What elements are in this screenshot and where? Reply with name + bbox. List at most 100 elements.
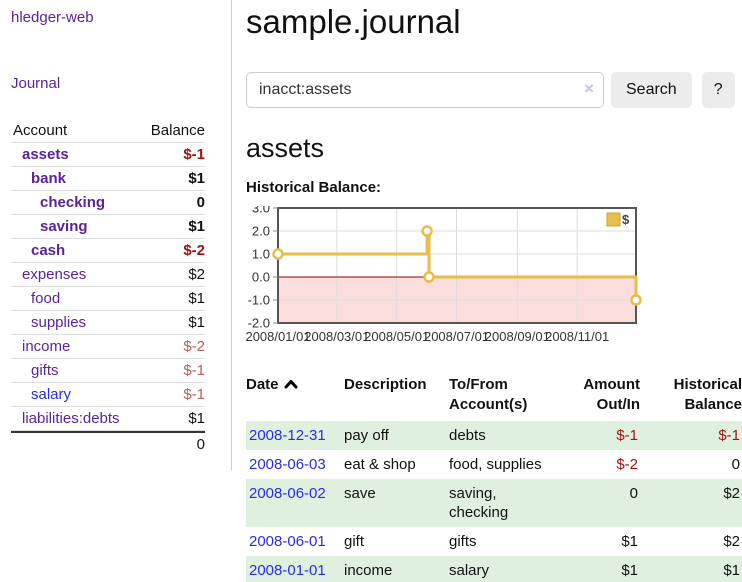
svg-text:2.0: 2.0 [252,224,270,239]
nav-journal-link[interactable]: Journal [11,75,61,92]
column-header-amount: Amount Out/In [583,376,640,413]
account-row: expenses $2 [11,263,205,287]
page-title: sample.journal [246,3,461,40]
transaction-accounts: saving, checking [449,485,509,521]
accounts-total-row: 0 [11,431,205,456]
account-balance: $-1 [183,146,205,163]
transaction-amount: $-2 [616,456,638,473]
account-link[interactable]: bank [31,170,67,187]
sidebar: hledger-web Journal Account Balance asse… [0,0,232,470]
account-row: liabilities:debts $1 [11,407,205,431]
account-balance: $1 [188,314,205,331]
column-header-balance: Historical Balance [673,376,742,413]
brand-link[interactable]: hledger-web [11,9,94,26]
account-row: cash $-2 [11,239,205,263]
transaction-description: pay off [344,427,389,444]
svg-text:2008/05/01: 2008/05/01 [364,329,429,344]
account-balance: $1 [188,290,205,307]
transaction-description: eat & shop [344,456,416,473]
transaction-balance: $1 [723,562,740,579]
svg-text:-1.0: -1.0 [248,293,270,308]
account-balance: $-1 [183,386,205,403]
register-table: Date Description To/From Account(s) Amoun… [246,373,742,582]
transaction-accounts: food, supplies [449,456,542,473]
search-input[interactable] [246,72,604,108]
account-link[interactable]: gifts [31,362,59,379]
accounts-table-header: Account Balance [11,119,205,143]
transaction-amount: $-1 [616,427,638,444]
account-row: food $1 [11,287,205,311]
account-link[interactable]: food [31,290,61,307]
transaction-row: 2008-06-02 save saving, checking 0 $2 [246,479,742,527]
account-link[interactable]: salary [31,386,72,403]
account-balance: $2 [188,266,205,283]
transaction-accounts: debts [449,427,486,444]
transaction-amount: $1 [621,533,638,550]
accounts-table: Account Balance assets $-1 bank $1 check… [11,119,205,456]
sidebar-nav: Journal [11,75,204,93]
svg-text:2008/11/01: 2008/11/01 [545,329,609,344]
account-link[interactable]: assets [22,146,69,163]
transaction-date-link[interactable]: 2008-06-01 [249,533,326,550]
transaction-row: 2008-06-03 eat & shop food, supplies $-2… [246,450,742,479]
accounts-header-account: Account [13,122,68,139]
account-row: saving $1 [11,215,205,239]
svg-text:-2.0: -2.0 [248,316,270,331]
transaction-date-link[interactable]: 2008-06-03 [249,456,326,473]
account-balance: $-2 [183,242,205,259]
accounts-header-balance: Balance [150,122,205,139]
transaction-balance: $2 [723,533,740,550]
transaction-balance: $-1 [718,427,740,444]
account-row: salary $-1 [11,383,205,407]
svg-text:$: $ [622,212,630,227]
account-link[interactable]: checking [40,194,106,211]
accounts-total-value: 0 [196,436,205,453]
account-link[interactable]: supplies [31,314,87,331]
transaction-description: income [344,562,393,579]
search-button[interactable]: Search [611,72,692,108]
account-link[interactable]: expenses [22,266,87,283]
svg-text:3.0: 3.0 [252,206,270,216]
account-row: assets $-1 [11,143,205,167]
account-heading: assets [246,133,325,163]
account-balance: $1 [188,410,205,427]
account-link[interactable]: saving [40,218,88,235]
transaction-date-link[interactable]: 2008-01-01 [249,562,326,579]
account-balance: $-2 [183,338,205,355]
account-balance: $1 [188,170,205,187]
transaction-row: 2008-01-01 income salary $1 $1 [246,556,742,582]
column-header-description: Description [344,376,427,393]
account-link[interactable]: cash [31,242,66,259]
transaction-amount: $1 [621,562,638,579]
transaction-date-link[interactable]: 2008-12-31 [249,427,326,444]
transaction-accounts: gifts [449,533,477,550]
column-header-date[interactable]: Date [246,373,344,421]
account-row: income $-2 [11,335,205,359]
svg-text:2008/01/01: 2008/01/01 [246,329,311,344]
account-balance: $1 [188,218,205,235]
account-link[interactable]: income [22,338,71,355]
register-header-row: Date Description To/From Account(s) Amoun… [246,373,742,421]
account-link[interactable]: liabilities:debts [22,410,120,427]
transaction-date-link[interactable]: 2008-06-02 [249,485,326,502]
clear-search-icon[interactable]: × [584,79,594,98]
transaction-description: gift [344,533,365,550]
account-row: checking 0 [11,191,205,215]
account-balance: 0 [196,194,205,211]
account-balance: $-1 [183,362,205,379]
help-button[interactable]: ? [701,72,735,108]
svg-text:1.0: 1.0 [252,247,270,262]
svg-text:2008/07/01: 2008/07/01 [424,329,489,344]
account-row: supplies $1 [11,311,205,335]
transaction-row: 2008-12-31 pay off debts $-1 $-1 [246,421,742,450]
svg-text:2008/09/01: 2008/09/01 [485,329,550,344]
account-row: gifts $-1 [11,359,205,383]
transaction-amount: 0 [629,485,638,502]
main-content: sample.journal × Search ? assets Histori… [232,0,742,582]
transaction-balance: $2 [723,485,740,502]
search-bar: × Search ? [246,72,742,108]
historical-balance-chart: 3.0 2.0 1.0 0.0 -1.0 -2.0 2008/01/01 2008/03/01… [245,201,742,353]
sort-ascending-icon [284,375,298,395]
chart-title: Historical Balance: [246,179,382,196]
